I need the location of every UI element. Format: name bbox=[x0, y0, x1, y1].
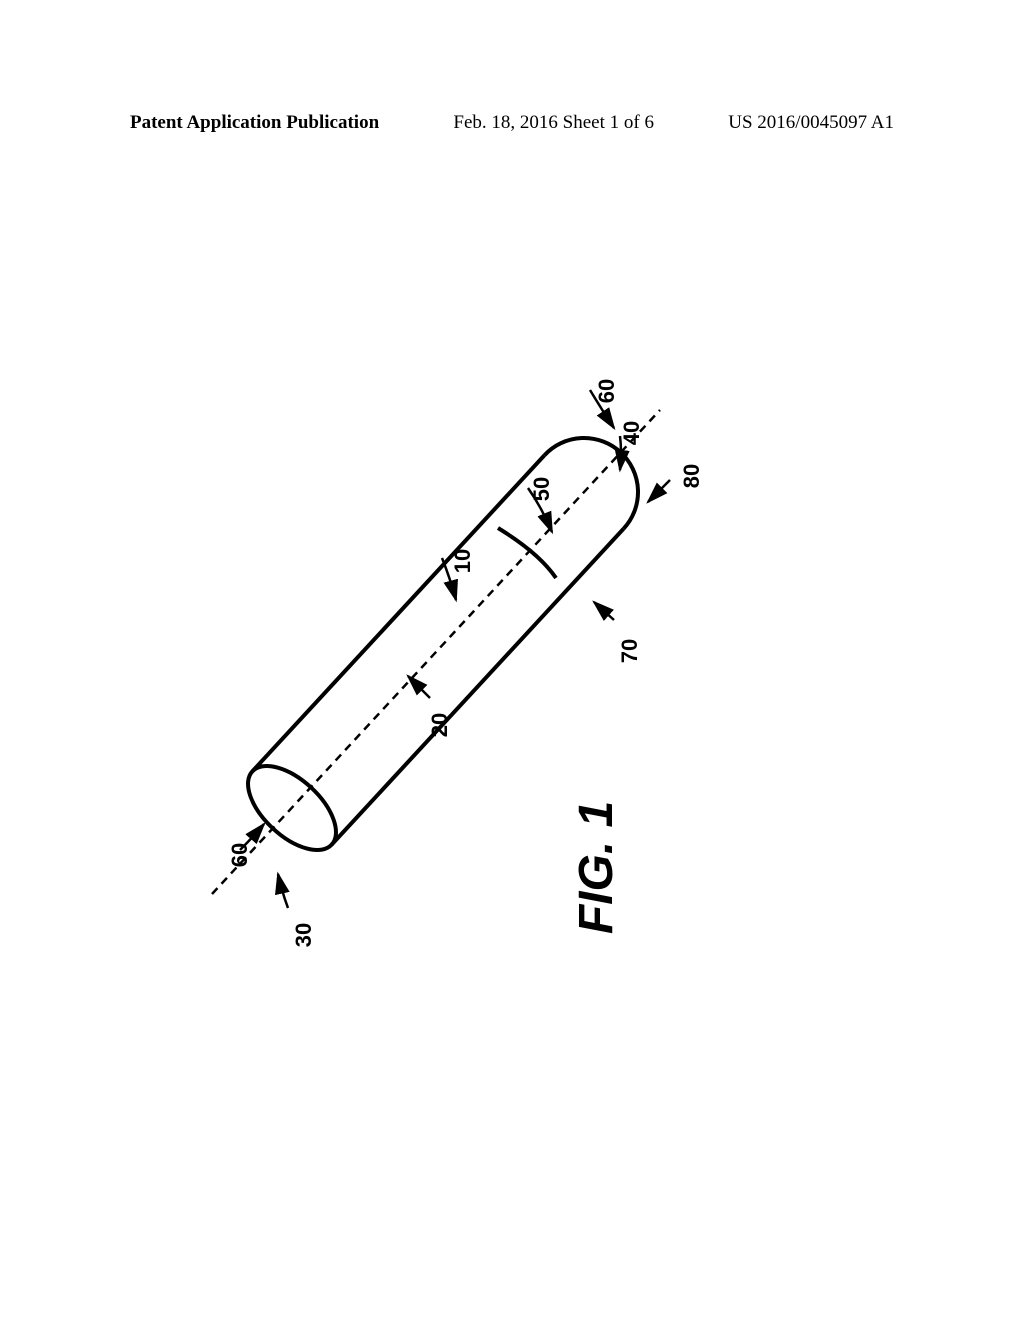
figure-1-container: FIG. 1 10 20 30 40 50 60 60 70 80 bbox=[0, 280, 1024, 1000]
ref-number-20: 20 bbox=[427, 713, 453, 737]
ref-number-50: 50 bbox=[529, 477, 555, 501]
ref-number-80: 80 bbox=[679, 464, 705, 488]
page-header: Patent Application Publication Feb. 18, … bbox=[0, 112, 1024, 134]
header-date-sheet: Feb. 18, 2016 Sheet 1 of 6 bbox=[453, 112, 654, 134]
ref-number-60: 60 bbox=[594, 379, 620, 403]
header-patent-number: US 2016/0045097 A1 bbox=[728, 112, 894, 134]
ref-number-70: 70 bbox=[617, 639, 643, 663]
header-publication-type: Patent Application Publication bbox=[130, 112, 379, 134]
ref-number-10: 10 bbox=[450, 549, 476, 573]
ref-number-40: 40 bbox=[619, 421, 645, 445]
ref-number-60: 60 bbox=[227, 843, 253, 867]
ref-number-30: 30 bbox=[291, 923, 317, 947]
figure-label: FIG. 1 bbox=[569, 801, 624, 934]
figure-1-drawing bbox=[0, 280, 1024, 1000]
